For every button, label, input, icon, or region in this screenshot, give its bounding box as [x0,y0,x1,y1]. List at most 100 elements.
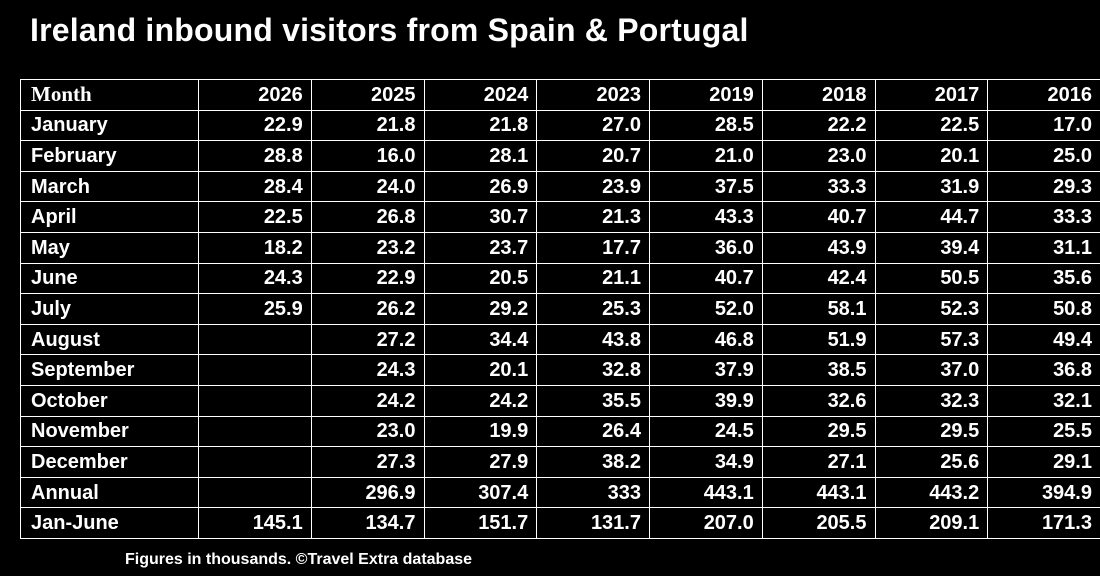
table-cell: 333 [536,476,650,509]
row-label: August [20,323,199,356]
table-cell: 16.0 [310,140,425,172]
table-cell: 443.2 [874,476,989,509]
table-cell: 151.7 [423,507,538,539]
year-header: 2023 [536,79,650,111]
table-row: February 28.8 16.0 28.1 20.7 21.0 23.0 20.1 25.0 [20,140,1100,172]
table-cell: 43.9 [761,231,876,264]
table-cell: 37.5 [649,170,763,203]
footnote: Figures in thousands. ©Travel Extra data… [125,551,473,568]
table-cell: 23.9 [536,170,650,203]
table-cell [198,384,312,417]
table-cell: 32.3 [874,384,989,417]
table-cell: 52.0 [649,293,763,325]
table-cell: 46.8 [649,323,763,356]
table-cell: 20.1 [874,140,989,172]
table-cell: 50.8 [987,293,1100,325]
table-row: January 22.9 21.8 21.8 27.0 28.5 22.2 22.5 17.0 [20,109,1100,142]
row-label: June [20,262,199,295]
table-cell: 29.5 [874,415,989,448]
table-cell: 29.1 [987,446,1100,478]
table-cell: 37.9 [649,354,763,386]
table-cell: 40.7 [649,262,763,295]
table-cell: 25.6 [874,446,989,478]
table-cell [198,476,312,509]
table-cell: 40.7 [761,201,876,233]
table-cell: 20.5 [423,262,538,295]
table-cell: 21.0 [649,140,763,172]
year-header: 2016 [987,79,1100,111]
table-cell: 51.9 [761,323,876,356]
table-row: Annual 296.9 307.4 333 443.1 443.1 443.2 394.9 [20,476,1100,509]
table-cell: 20.7 [536,140,650,172]
table-cell: 30.7 [423,201,538,233]
table-cell: 22.5 [874,109,989,142]
table-cell: 145.1 [198,507,312,539]
table-cell: 21.1 [536,262,650,295]
table-row: June 24.3 22.9 20.5 21.1 40.7 42.4 50.5 35.6 [20,262,1100,295]
table-cell: 19.9 [423,415,538,448]
row-label: December [20,446,199,478]
table-cell: 17.0 [987,109,1100,142]
table-cell: 28.8 [198,140,312,172]
table-row: July 25.9 26.2 29.2 25.3 52.0 58.1 52.3 50.8 [20,293,1100,325]
table-cell: 24.2 [310,384,425,417]
table-cell [198,446,312,478]
table-cell [198,415,312,448]
year-header: 2025 [310,79,425,111]
table-row: September 24.3 20.1 32.8 37.9 38.5 37.0 36.8 [20,354,1100,386]
table-row: August 27.2 34.4 43.8 46.8 51.9 57.3 49.4 [20,323,1100,356]
table-cell: 36.8 [987,354,1100,386]
table-cell: 23.2 [310,231,425,264]
table-row: Jan-June 145.1 134.7 151.7 131.7 207.0 205.5 20… [20,507,1100,539]
row-label: July [20,293,199,325]
table-cell: 24.0 [310,170,425,203]
table-cell: 296.9 [310,476,425,509]
table-cell: 44.7 [874,201,989,233]
table-cell: 24.3 [310,354,425,386]
table-row: May 18.2 23.2 23.7 17.7 36.0 43.9 39.4 31.1 [20,231,1100,264]
table-cell: 134.7 [310,507,425,539]
table-cell: 17.7 [536,231,650,264]
row-label: September [20,354,199,386]
table-cell: 25.9 [198,293,312,325]
row-label: February [20,140,199,172]
table-cell: 28.1 [423,140,538,172]
table-body: January 22.9 21.8 21.8 27.0 28.5 22.2 22.5 17.0 F… [20,109,1100,539]
table-cell [198,354,312,386]
table-cell: 26.2 [310,293,425,325]
row-label: January [20,109,199,142]
row-label: Annual [20,476,199,509]
table-cell: 34.4 [423,323,538,356]
table-cell: 27.3 [310,446,425,478]
table-cell: 21.8 [310,109,425,142]
year-header: 2018 [761,79,876,111]
table-cell: 207.0 [649,507,763,539]
data-table: Month 2026 2025 2024 2023 2019 2018 2017… [20,79,1100,539]
table-cell: 27.2 [310,323,425,356]
table-cell: 24.5 [649,415,763,448]
table-cell: 131.7 [536,507,650,539]
table-row: April 22.5 26.8 30.7 21.3 43.3 40.7 44.7 33.3 [20,201,1100,233]
table-cell: 21.8 [423,109,538,142]
year-header: 2019 [649,79,763,111]
table-cell: 205.5 [761,507,876,539]
row-label: April [20,201,199,233]
table-cell: 209.1 [874,507,989,539]
table-cell: 29.3 [987,170,1100,203]
table-cell: 39.9 [649,384,763,417]
table-cell: 25.5 [987,415,1100,448]
table-row: November 23.0 19.9 26.4 24.5 29.5 29.5 25.5 [20,415,1100,448]
table-cell: 26.9 [423,170,538,203]
table-cell: 33.3 [987,201,1100,233]
table-cell: 27.9 [423,446,538,478]
table-row: March 28.4 24.0 26.9 23.9 37.5 33.3 31.9 29.3 [20,170,1100,203]
table-row: October 24.2 24.2 35.5 39.9 32.6 32.3 32.1 [20,384,1100,417]
table-cell: 31.9 [874,170,989,203]
table-cell: 27.0 [536,109,650,142]
table-cell: 443.1 [761,476,876,509]
table-cell: 394.9 [987,476,1100,509]
table-cell: 34.9 [649,446,763,478]
table-cell: 307.4 [423,476,538,509]
table-cell: 35.5 [536,384,650,417]
table-cell: 21.3 [536,201,650,233]
